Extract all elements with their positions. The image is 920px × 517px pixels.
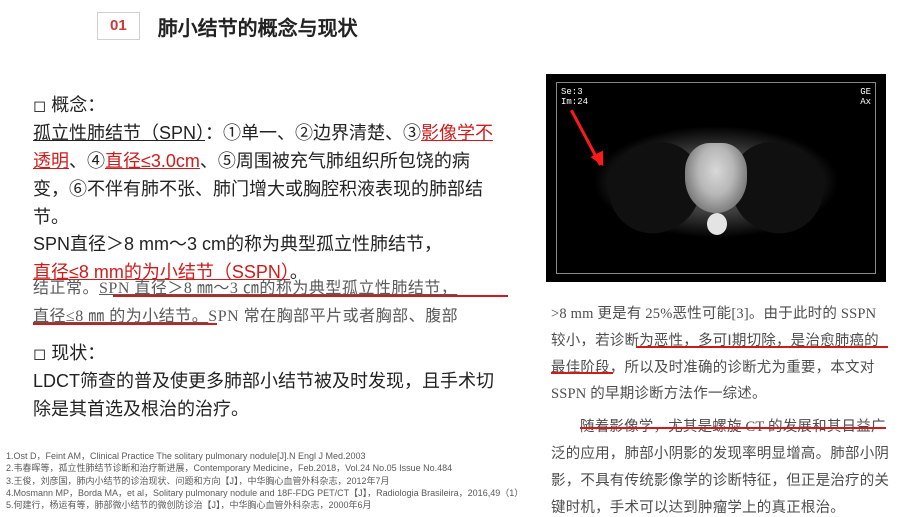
concept-p1: ①单一、②边界清楚、③ [223,123,421,143]
reference-item: 5.何建行，杨运有等，肺部微小结节的微创防诊治【J】，中华胸心血管外科杂志，20… [6,499,566,511]
excerpt-right-p2: 随着影像学，尤其是螺旋 CT 的发展和其日益广泛的应用，肺部小阴影的发现率明显增… [551,414,891,517]
mediastinum-shape [685,143,747,213]
status-text: LDCT筛查的普及使更多肺部小结节被及时发现，且手术切除是其首选及根治的治疗。 [33,368,498,424]
reference-item: 2.韦春晖等，孤立性肺结节诊断和治疗新进展，Contemporary Medic… [6,462,566,474]
reference-item: 1.Ost D，Feint AM，Clinical Practice The s… [6,450,566,462]
slide-title: 肺小结节的概念与现状 [158,12,358,41]
ct-overlay-text: Ax [860,97,871,107]
ct-image: Se:3 Im:24 GE Ax [546,74,886,282]
excerpt-left-1a: 结正常。 [33,280,99,297]
excerpt-right: >8 mm 更是有 25%恶性可能[3]。由于此时的 SSPN 较小，若诊断为恶… [551,301,891,517]
ct-overlay-text: GE [860,87,871,97]
bullet-icon: ◻ [33,346,46,363]
ct-scan-body: Se:3 Im:24 GE Ax [556,82,876,274]
bullet-icon: ◻ [33,98,46,115]
reference-item: 4.Mosmann MP，Borda MA，et al，Solitary pul… [6,487,566,499]
status-label: 现状： [51,343,105,363]
underline-mark-icon [551,372,613,374]
status-block: ◻ 现状： LDCT筛查的普及使更多肺部小结节被及时发现，且手术切除是其首选及根… [33,340,498,424]
spn-term: 孤立性肺结节（SPN） [33,123,205,143]
slide-header: 01 肺小结节的概念与现状 [97,10,358,41]
excerpt-right-p1: >8 mm 更是有 25%恶性可能[3]。由于此时的 SSPN 较小，若诊断为恶… [551,301,891,408]
concept-red2: 直径≤3.0cm [105,151,200,171]
section-number: 01 [110,17,127,34]
concept-block: ◻ 概念： 孤立性肺结节（SPN）：①单一、②边界清楚、③影像学不透明、④直径≤… [33,92,493,287]
references: 1.Ost D，Feint AM，Clinical Practice The s… [6,450,566,511]
arrow-icon [599,103,602,165]
underline-mark-icon [113,295,508,297]
concept-line2a: SPN直径＞8 mm～3 cm的称为典型孤立性肺结节， [33,234,442,254]
underline-mark-icon [580,427,886,429]
spine-shape [707,213,727,235]
section-number-box: 01 [97,12,140,40]
reference-item: 3.王俊，刘彦国，肺内小结节的诊治现状、问题和方向【J】，中华胸心血管外科杂志，… [6,475,566,487]
concept-label: 概念： [51,95,105,115]
ct-overlay-text: Se:3 [561,87,583,97]
excerpt-left-2b: SPN 常在胸部平片或者胸部、腹部 [208,308,458,325]
colon: ： [205,123,223,143]
excerpt-left: 结正常。SPN 直径＞8 ㎜～3 ㎝的称为典型孤立性肺结节， 直径≤8 ㎜ 的为… [33,275,518,331]
ct-overlay-text: Im:24 [561,97,588,107]
concept-p2: 、④ [69,151,105,171]
underline-mark-icon [33,323,217,325]
underline-mark-icon [636,346,888,348]
